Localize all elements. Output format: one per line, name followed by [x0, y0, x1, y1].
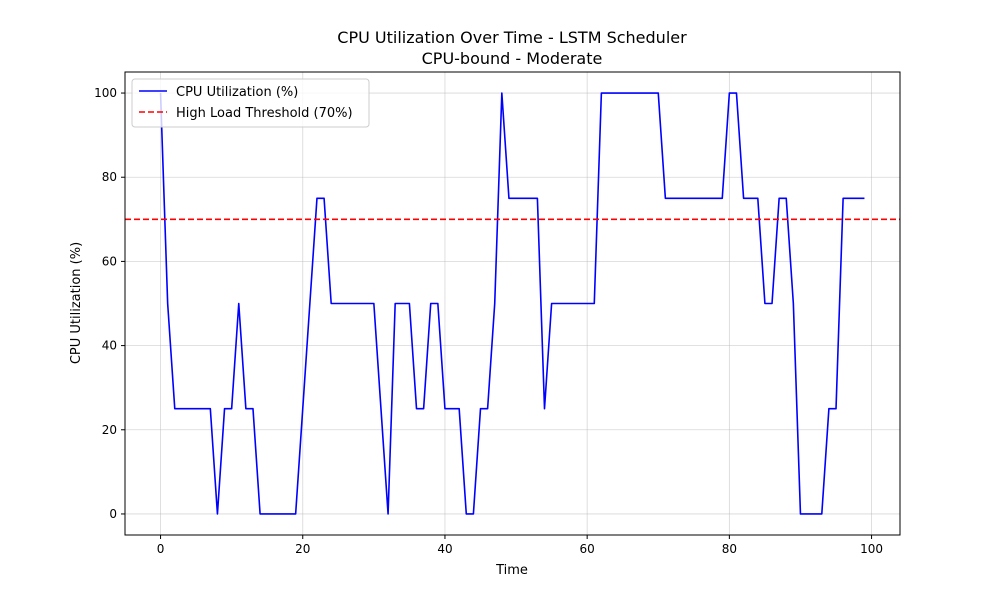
- x-tick-label: 60: [580, 542, 595, 556]
- y-tick-label: 20: [102, 423, 117, 437]
- x-axis-label: Time: [495, 563, 528, 578]
- legend-label-high-load-threshold: High Load Threshold (70%): [176, 106, 353, 121]
- y-axis-label: CPU Utilization (%): [69, 242, 84, 364]
- y-tick-label: 0: [109, 507, 117, 521]
- legend: CPU Utilization (%) High Load Threshold …: [131, 78, 370, 128]
- y-tick-label: 100: [94, 86, 117, 100]
- series-line-cpu-utilization: [159, 92, 865, 515]
- legend-label-cpu-utilization: CPU Utilization (%): [176, 85, 298, 100]
- legend-box: [131, 78, 370, 128]
- chart-title: CPU Utilization Over Time - LSTM Schedul…: [337, 28, 687, 47]
- ticks: 0 20 40 60 80 100 0 20 40 60 80 100: [94, 86, 883, 556]
- x-tick-label: 20: [295, 542, 310, 556]
- y-tick-label: 40: [102, 339, 117, 353]
- y-tick-label: 60: [102, 254, 117, 268]
- x-tick-label: 40: [437, 542, 452, 556]
- chart-subtitle: CPU-bound - Moderate: [422, 49, 603, 68]
- x-tick-label: 80: [722, 542, 737, 556]
- y-tick-label: 80: [102, 170, 117, 184]
- x-tick-label: 0: [157, 542, 165, 556]
- x-tick-label: 100: [860, 542, 883, 556]
- plot-lines: [125, 92, 900, 515]
- plot-frame: [124, 71, 901, 536]
